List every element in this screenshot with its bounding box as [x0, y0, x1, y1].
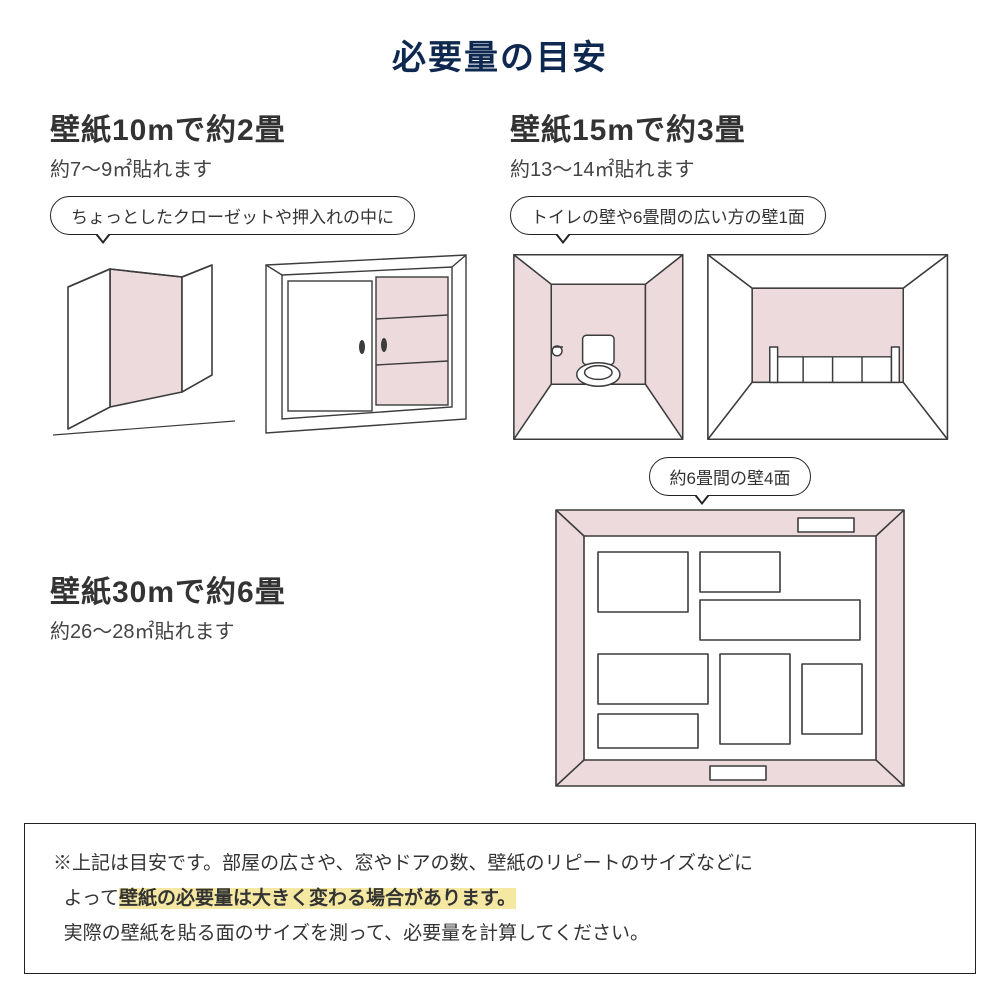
- section-30m-text: 壁紙30mで約6畳 約26〜28㎡貼れます: [40, 457, 500, 804]
- illustrations-10m: [50, 247, 490, 447]
- subheading-10m: 約7〜9㎡貼れます: [50, 153, 490, 182]
- heading-15m: 壁紙15mで約3畳: [510, 105, 950, 149]
- storage-illustration: [258, 247, 478, 447]
- illustrations-15m: [510, 247, 950, 447]
- section-30m-illustration: 約6畳間の壁4面: [500, 457, 960, 804]
- callout-10m: ちょっとしたクローゼットや押入れの中に: [50, 196, 415, 235]
- closet-illustration: [50, 247, 240, 447]
- content-grid: 壁紙10mで約2畳 約7〜9㎡貼れます ちょっとしたクローゼットや押入れの中に: [0, 105, 1000, 804]
- heading-10m: 壁紙10mで約2畳: [50, 105, 490, 149]
- note-highlight: 壁紙の必要量は大きく変わる場合があります。: [119, 888, 516, 909]
- subheading-15m: 約13〜14㎡貼れます: [510, 153, 950, 182]
- toilet-room-illustration: [510, 247, 687, 447]
- section-15m: 壁紙15mで約3畳 約13〜14㎡貼れます トイレの壁や6畳間の広い方の壁1面: [500, 105, 960, 457]
- note-line-2: よって壁紙の必要量は大きく変わる場合があります。: [53, 881, 947, 916]
- callout-30m: 約6畳間の壁4面: [649, 457, 812, 496]
- note-line-3-text: 実際の壁紙を貼る面のサイズを測って、必要量を計算してください。: [64, 923, 649, 944]
- room-one-wall-illustration: [705, 247, 950, 447]
- callout-15m: トイレの壁や6畳間の広い方の壁1面: [510, 196, 826, 235]
- page-title: 必要量の目安: [0, 0, 1000, 105]
- section-10m: 壁紙10mで約2畳 約7〜9㎡貼れます ちょっとしたクローゼットや押入れの中に: [40, 105, 500, 457]
- note-line-1: ※上記は目安です。部屋の広さや、窓やドアの数、壁紙のリピートのサイズなどに: [53, 846, 947, 881]
- floorplan-6jo-illustration: [550, 504, 910, 794]
- note-box: ※上記は目安です。部屋の広さや、窓やドアの数、壁紙のリピートのサイズなどに よっ…: [24, 823, 976, 974]
- subheading-30m: 約26〜28㎡貼れます: [50, 615, 490, 644]
- heading-30m: 壁紙30mで約6畳: [50, 567, 490, 611]
- note-line-2-prefix: よって: [64, 888, 119, 909]
- note-line-3: 実際の壁紙を貼る面のサイズを測って、必要量を計算してください。: [53, 916, 947, 951]
